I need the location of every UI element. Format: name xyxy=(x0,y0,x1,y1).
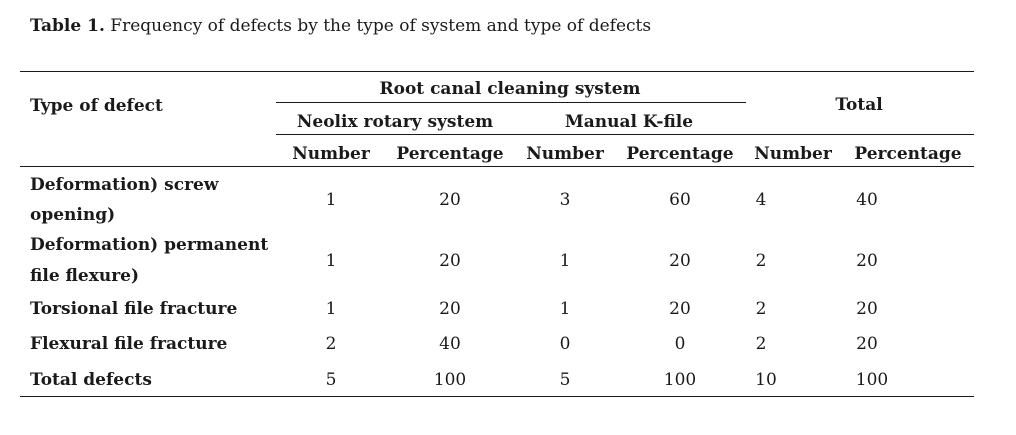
row-label-continued: opening) xyxy=(30,205,116,225)
group-header-rule xyxy=(276,102,746,103)
row-value: 2 xyxy=(325,334,337,354)
row-value: 4 xyxy=(755,190,767,210)
row-value: 0 xyxy=(559,334,571,354)
row-value: 40 xyxy=(856,190,878,210)
header-neolix-rotary-system: Neolix rotary system xyxy=(296,112,494,132)
row-label: Deformation) permanent xyxy=(30,235,269,255)
row-value: 100 xyxy=(663,370,697,390)
row-value: 5 xyxy=(325,370,337,390)
row-value: 1 xyxy=(325,251,337,271)
row-value: 20 xyxy=(856,299,878,319)
row-value: 40 xyxy=(439,334,461,354)
row-value: 20 xyxy=(439,251,461,271)
row-label: Total defects xyxy=(30,370,152,390)
row-value: 20 xyxy=(856,251,878,271)
row-value: 20 xyxy=(439,299,461,319)
row-value: 2 xyxy=(755,334,767,354)
row-value: 20 xyxy=(669,251,691,271)
header-neolix-number: Number xyxy=(292,144,370,164)
row-value: 60 xyxy=(669,190,691,210)
table-caption: Table 1. Frequency of defects by the typ… xyxy=(30,16,651,36)
row-value: 20 xyxy=(856,334,878,354)
row-value: 1 xyxy=(559,299,571,319)
row-value: 100 xyxy=(855,370,889,390)
row-value: 10 xyxy=(755,370,777,390)
header-manual-k-file: Manual K-file xyxy=(564,112,694,132)
table-caption-label: Table 1. xyxy=(30,16,105,36)
header-neolix-percentage: Percentage xyxy=(396,144,504,164)
row-value: 1 xyxy=(325,299,337,319)
header-manual-percentage: Percentage xyxy=(626,144,734,164)
header-total-number: Number xyxy=(754,144,832,164)
table-top-rule xyxy=(20,71,974,72)
row-value: 20 xyxy=(439,190,461,210)
header-type-of-defect: Type of defect xyxy=(30,96,163,116)
table-bottom-rule xyxy=(20,396,974,397)
header-bottom-rule xyxy=(20,166,974,167)
header-root-canal-cleaning-system: Root canal cleaning system xyxy=(379,79,641,99)
row-value: 1 xyxy=(325,190,337,210)
header-manual-number: Number xyxy=(526,144,604,164)
row-value: 5 xyxy=(559,370,571,390)
row-value: 20 xyxy=(669,299,691,319)
row-label: Torsional file fracture xyxy=(30,299,238,319)
row-value: 2 xyxy=(755,251,767,271)
row-label: Deformation) screw xyxy=(30,175,219,195)
table-caption-text: Frequency of defects by the type of syst… xyxy=(110,16,652,36)
row-value: 2 xyxy=(755,299,767,319)
row-label: Flexural file fracture xyxy=(30,334,228,354)
row-value: 3 xyxy=(559,190,571,210)
header-total-percentage: Percentage xyxy=(854,144,962,164)
header-total: Total xyxy=(835,95,883,115)
row-value: 1 xyxy=(559,251,571,271)
system-header-rule xyxy=(276,134,974,135)
row-label-continued: file flexure) xyxy=(30,266,140,286)
row-value: 0 xyxy=(674,334,686,354)
row-value: 100 xyxy=(433,370,467,390)
